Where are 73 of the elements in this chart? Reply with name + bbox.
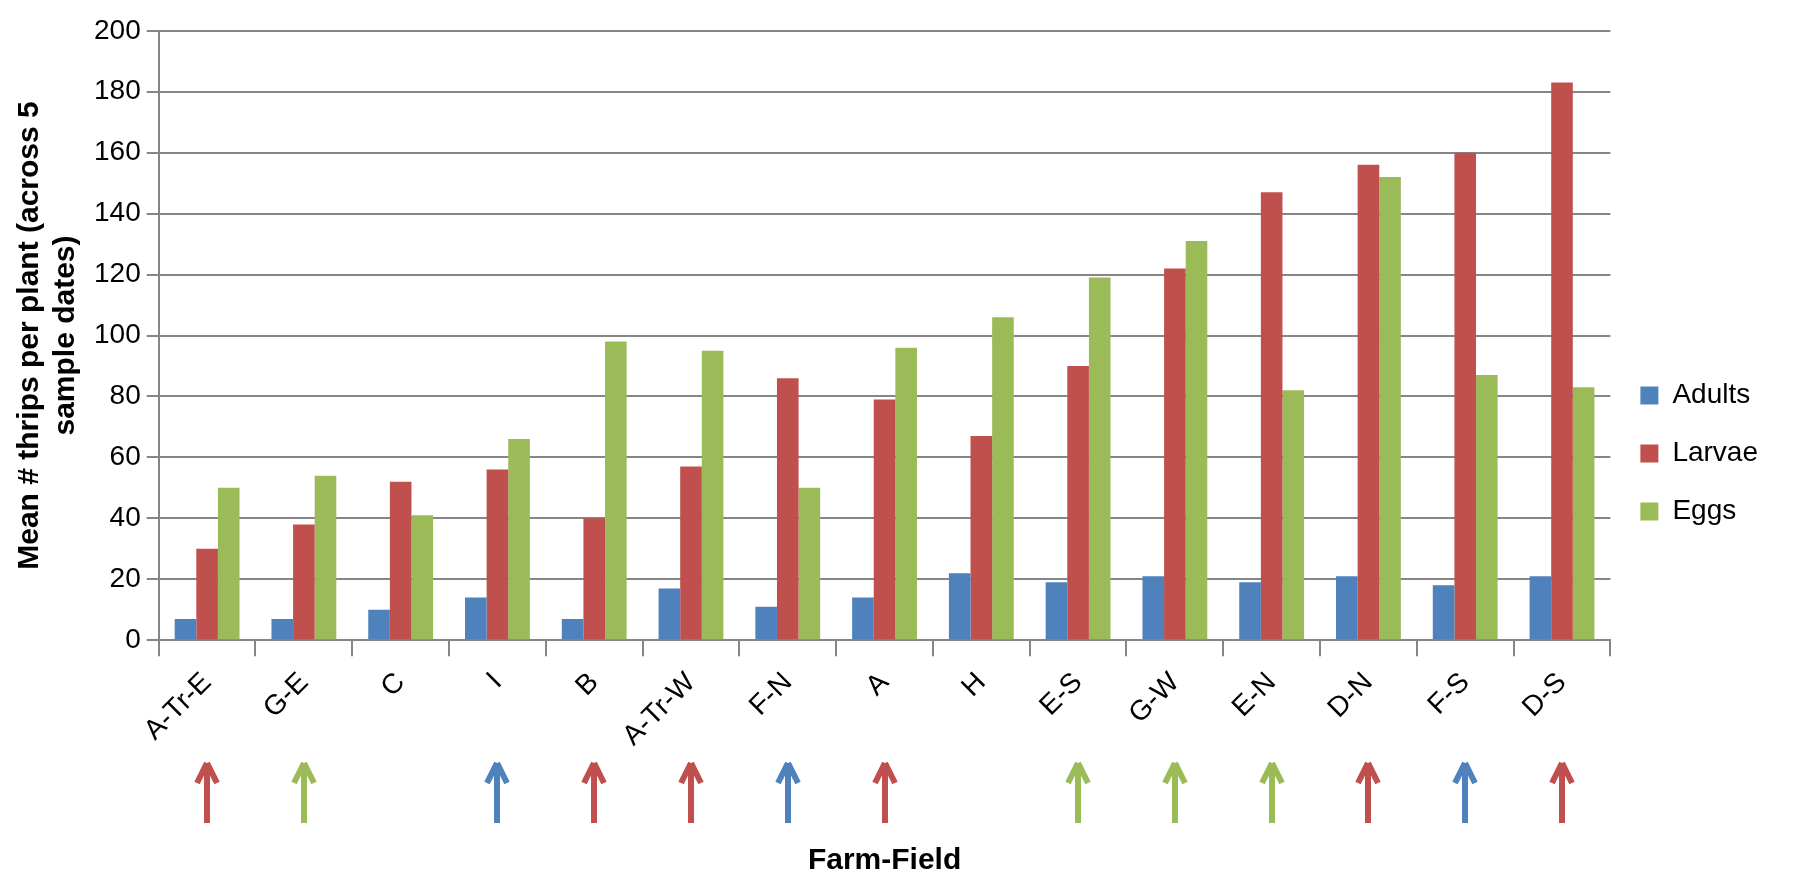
bar [895,347,917,640]
bar [852,597,874,640]
y-tick-label: 120 [94,257,141,289]
x-tick-label: G-E [256,665,314,723]
bar [1164,268,1186,640]
bar [293,524,315,640]
bar [1454,152,1477,640]
x-tick-label: E-N [1225,665,1282,722]
bar [658,588,681,640]
bar [1067,365,1089,640]
y-tick-label: 80 [109,379,141,411]
x-axis-title: Farm-Field [807,842,962,876]
bar [680,466,702,640]
x-tick-label: F-S [1421,665,1475,720]
bar [1336,576,1358,640]
bar [1282,390,1305,640]
bar [1185,241,1208,640]
bar [486,469,509,640]
bar [992,317,1014,640]
bar [755,606,777,640]
y-tick-label: 100 [94,318,141,350]
bar [561,618,584,640]
bar [314,475,337,640]
x-tick-label: D-N [1321,665,1379,723]
bar [368,609,390,640]
legend-label: Eggs [1672,494,1737,526]
bar [1045,582,1068,640]
bar [1142,576,1165,640]
bar [701,350,724,640]
bar [271,618,294,640]
y-tick-label: 0 [125,622,141,654]
bar [1476,375,1498,640]
y-tick-label: 20 [109,561,141,593]
bar [1379,177,1401,640]
y-tick-label: 160 [94,135,141,167]
bar [873,399,896,640]
x-tick-label: E-S [1032,665,1088,721]
y-tick-label: 40 [109,501,141,533]
bar [508,439,530,640]
bar [798,487,821,640]
bar [1260,192,1283,640]
bar [1239,582,1261,640]
bar [465,597,487,640]
x-tick-label: D-S [1515,665,1572,722]
legend-label: Adults [1672,378,1751,410]
bar [1088,277,1111,640]
bar [776,378,799,640]
y-tick-label: 140 [94,196,141,228]
bar [605,341,627,640]
bar [1357,164,1380,640]
bar [196,548,218,640]
x-tick-label: F-N [742,665,798,721]
bar [1572,387,1595,640]
x-tick-label: I [479,665,508,694]
legend-label: Larvae [1672,436,1759,468]
y-axis-title: Mean # thrips per plant (across 5 sample dates) [11,101,81,570]
y-tick-label: 180 [94,74,141,106]
y-tick-label: 200 [94,13,141,45]
bar [217,487,240,640]
x-tick-label: B [568,665,604,701]
bar [583,518,606,640]
y-tick-label: 60 [109,440,141,472]
x-tick-label: H [954,665,992,703]
bar [1551,82,1573,640]
x-tick-label: C [374,665,411,703]
bar [174,618,197,640]
x-tick-label: A [859,665,895,701]
bar [389,481,412,640]
bar [970,436,993,640]
bar [948,573,971,640]
bar [1529,576,1552,640]
bar [411,515,434,640]
bar [1432,585,1455,640]
